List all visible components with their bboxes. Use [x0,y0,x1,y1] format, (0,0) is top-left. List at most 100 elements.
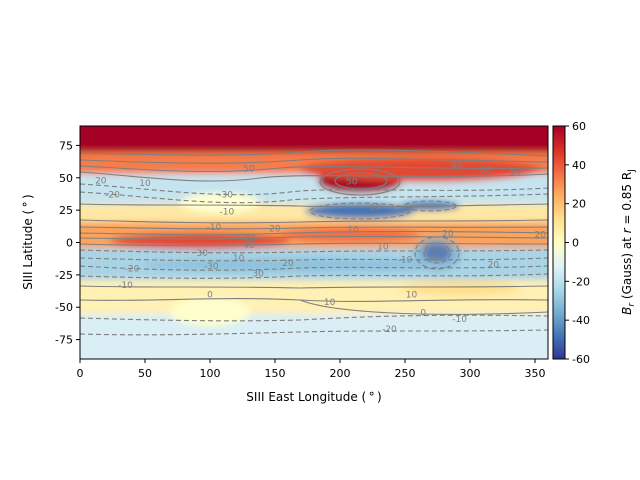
contour-label: 30 [196,249,208,259]
contour-lines [80,149,548,315]
y-tick-label: 25 [59,204,73,217]
x-axis: 0 50 100 150 200 250 300 350 [77,359,546,380]
contour-label: -20 [382,325,397,335]
x-tick-label: 200 [330,367,351,380]
x-tick-label: 350 [525,367,546,380]
contour-line-solid [80,235,548,240]
y-tick-label: -25 [55,269,73,282]
field-south-blue-band [140,258,460,272]
contour-label: 10 [347,226,359,236]
contour-line-dashed [80,249,548,254]
contour-label: -10 [452,315,467,325]
contour-label: 10 [233,254,245,264]
contour-label: 0 [207,290,213,300]
contour-label: 20 [534,231,546,241]
contour-line-dashed [414,236,460,270]
contour-line-dashed [80,273,548,279]
colorbar: -60 -40 -20 0 20 40 60 Br (Gauss) at r = 0.85 … [552,120,637,366]
colorbar-tick-label: -60 [572,353,590,366]
contour-label: -10 [207,223,222,233]
colorbar-label-b: B [620,307,634,315]
y-axis-label: SIII Latitude ( ° ) [21,194,35,289]
contour-label: 10 [406,290,418,300]
field-band-south-polar [80,314,548,359]
colorbar-label-rest: (Gauss) at [620,233,634,303]
contour-label: -10 [118,281,133,291]
contour-label: 10 [139,179,151,189]
colorbar-tick-label: -20 [572,275,590,288]
contour-label: 20 [282,259,294,269]
contour-line-dashed [80,314,548,322]
colorbar-gradient [552,125,566,360]
contour-label: -30 [218,191,233,201]
contour-line-dashed [423,242,451,264]
contour-label: 40 [428,254,440,264]
contour-line-dashed [309,202,411,220]
contour-label: 20 [95,176,107,186]
contour-line-dashed [80,191,548,204]
contour-label: 50 [480,166,492,176]
heatmap-plot-area: 50 50 40 50 50 20 -20 10 -30 -10 -10 -20 20 40 10 10 20 2… [79,125,549,360]
contour-label: -20 [105,191,120,201]
contour-label: -10 [398,255,413,265]
field-band-polar-north [80,126,548,152]
y-tick-label: -75 [55,334,73,347]
contour-label: 40 [243,241,255,251]
contour-label: 20 [442,229,454,239]
contour-line-solid [319,168,401,196]
x-tick-label: 150 [265,367,286,380]
y-tick-label: 0 [66,237,73,250]
colorbar-label-eq: = 0.85 R [620,172,634,229]
contour-line-solid [80,285,548,289]
x-tick-label: 100 [200,367,221,380]
contour-line-solid [80,171,548,182]
field-north-yellow [180,193,260,213]
colorbar-tick-label: 60 [572,120,586,133]
contour-labels: 50 50 40 50 50 20 -20 10 -30 -10 -10 -20 20 40 10 10 20 2… [95,161,546,335]
x-tick-label: 0 [77,367,84,380]
contour-line-solid [80,230,548,236]
colorbar-label-r: r [620,227,634,233]
contour-label: 20 [269,224,281,234]
contour-label: 30 [252,270,264,280]
contour-line-solid [80,149,548,157]
field-south-orange-patch [400,280,520,296]
contour-label: -30 [204,262,219,272]
colorbar-label-sub-r: r [627,302,637,307]
colorbar-label-sub-j: J [627,169,637,173]
heatmap-field [80,126,548,359]
y-tick-label: -50 [55,301,73,314]
colorbar-tick-label: 20 [572,198,586,211]
y-tick-label: 75 [59,139,73,152]
colorbar-tick-label: -40 [572,314,590,327]
x-tick-label: 300 [460,367,481,380]
contour-line-dashed [80,265,548,271]
field-equator-red-west [110,233,290,249]
x-tick-label: 50 [138,367,152,380]
contour-label: -10 [220,207,235,217]
colorbar-tick-label: 40 [572,159,586,172]
contour-line-solid [80,242,548,247]
field-south-yellow-pale [170,298,250,326]
contour-line-solid [80,165,548,173]
y-axis: -75 -50 -25 0 25 50 75 [55,139,80,347]
contour-label: 50 [510,167,522,177]
contour-label: 50 [243,165,255,175]
contour-label: -20 [242,235,257,245]
contour-label: 10 [324,298,336,308]
contour-line-dashed [403,200,457,212]
contour-line-dashed [80,329,548,336]
contour-line-solid [80,219,548,224]
contour-line-solid [80,157,548,164]
contour-label: 0 [420,308,426,318]
contour-label: 10 [369,204,381,214]
colorbar-ticks: -60 -40 -20 0 20 40 60 [565,120,590,366]
contour-line-solid [334,172,388,190]
contour-label: 40 [451,161,463,171]
contour-label: -20 [125,264,140,274]
contour-line-solid [80,203,548,208]
contour-line-solid [299,299,548,315]
colorbar-label: Br (Gauss) at r = 0.85 RJ [620,169,637,315]
x-axis-label: SIII East Longitude ( ° ) [246,390,381,404]
